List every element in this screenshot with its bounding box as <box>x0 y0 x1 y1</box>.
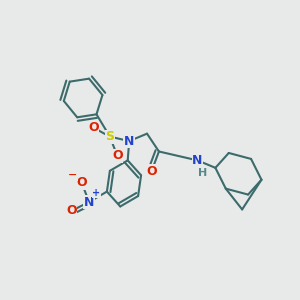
Text: O: O <box>112 149 123 162</box>
Text: N: N <box>124 135 134 148</box>
Text: O: O <box>66 204 76 218</box>
Text: +: + <box>92 188 101 198</box>
Text: −: − <box>68 170 77 180</box>
Text: N: N <box>84 196 94 208</box>
Text: N: N <box>192 154 203 167</box>
Text: O: O <box>76 176 87 189</box>
Text: S: S <box>105 130 114 143</box>
Text: H: H <box>198 168 208 178</box>
Text: O: O <box>88 121 99 134</box>
Text: O: O <box>146 165 157 178</box>
